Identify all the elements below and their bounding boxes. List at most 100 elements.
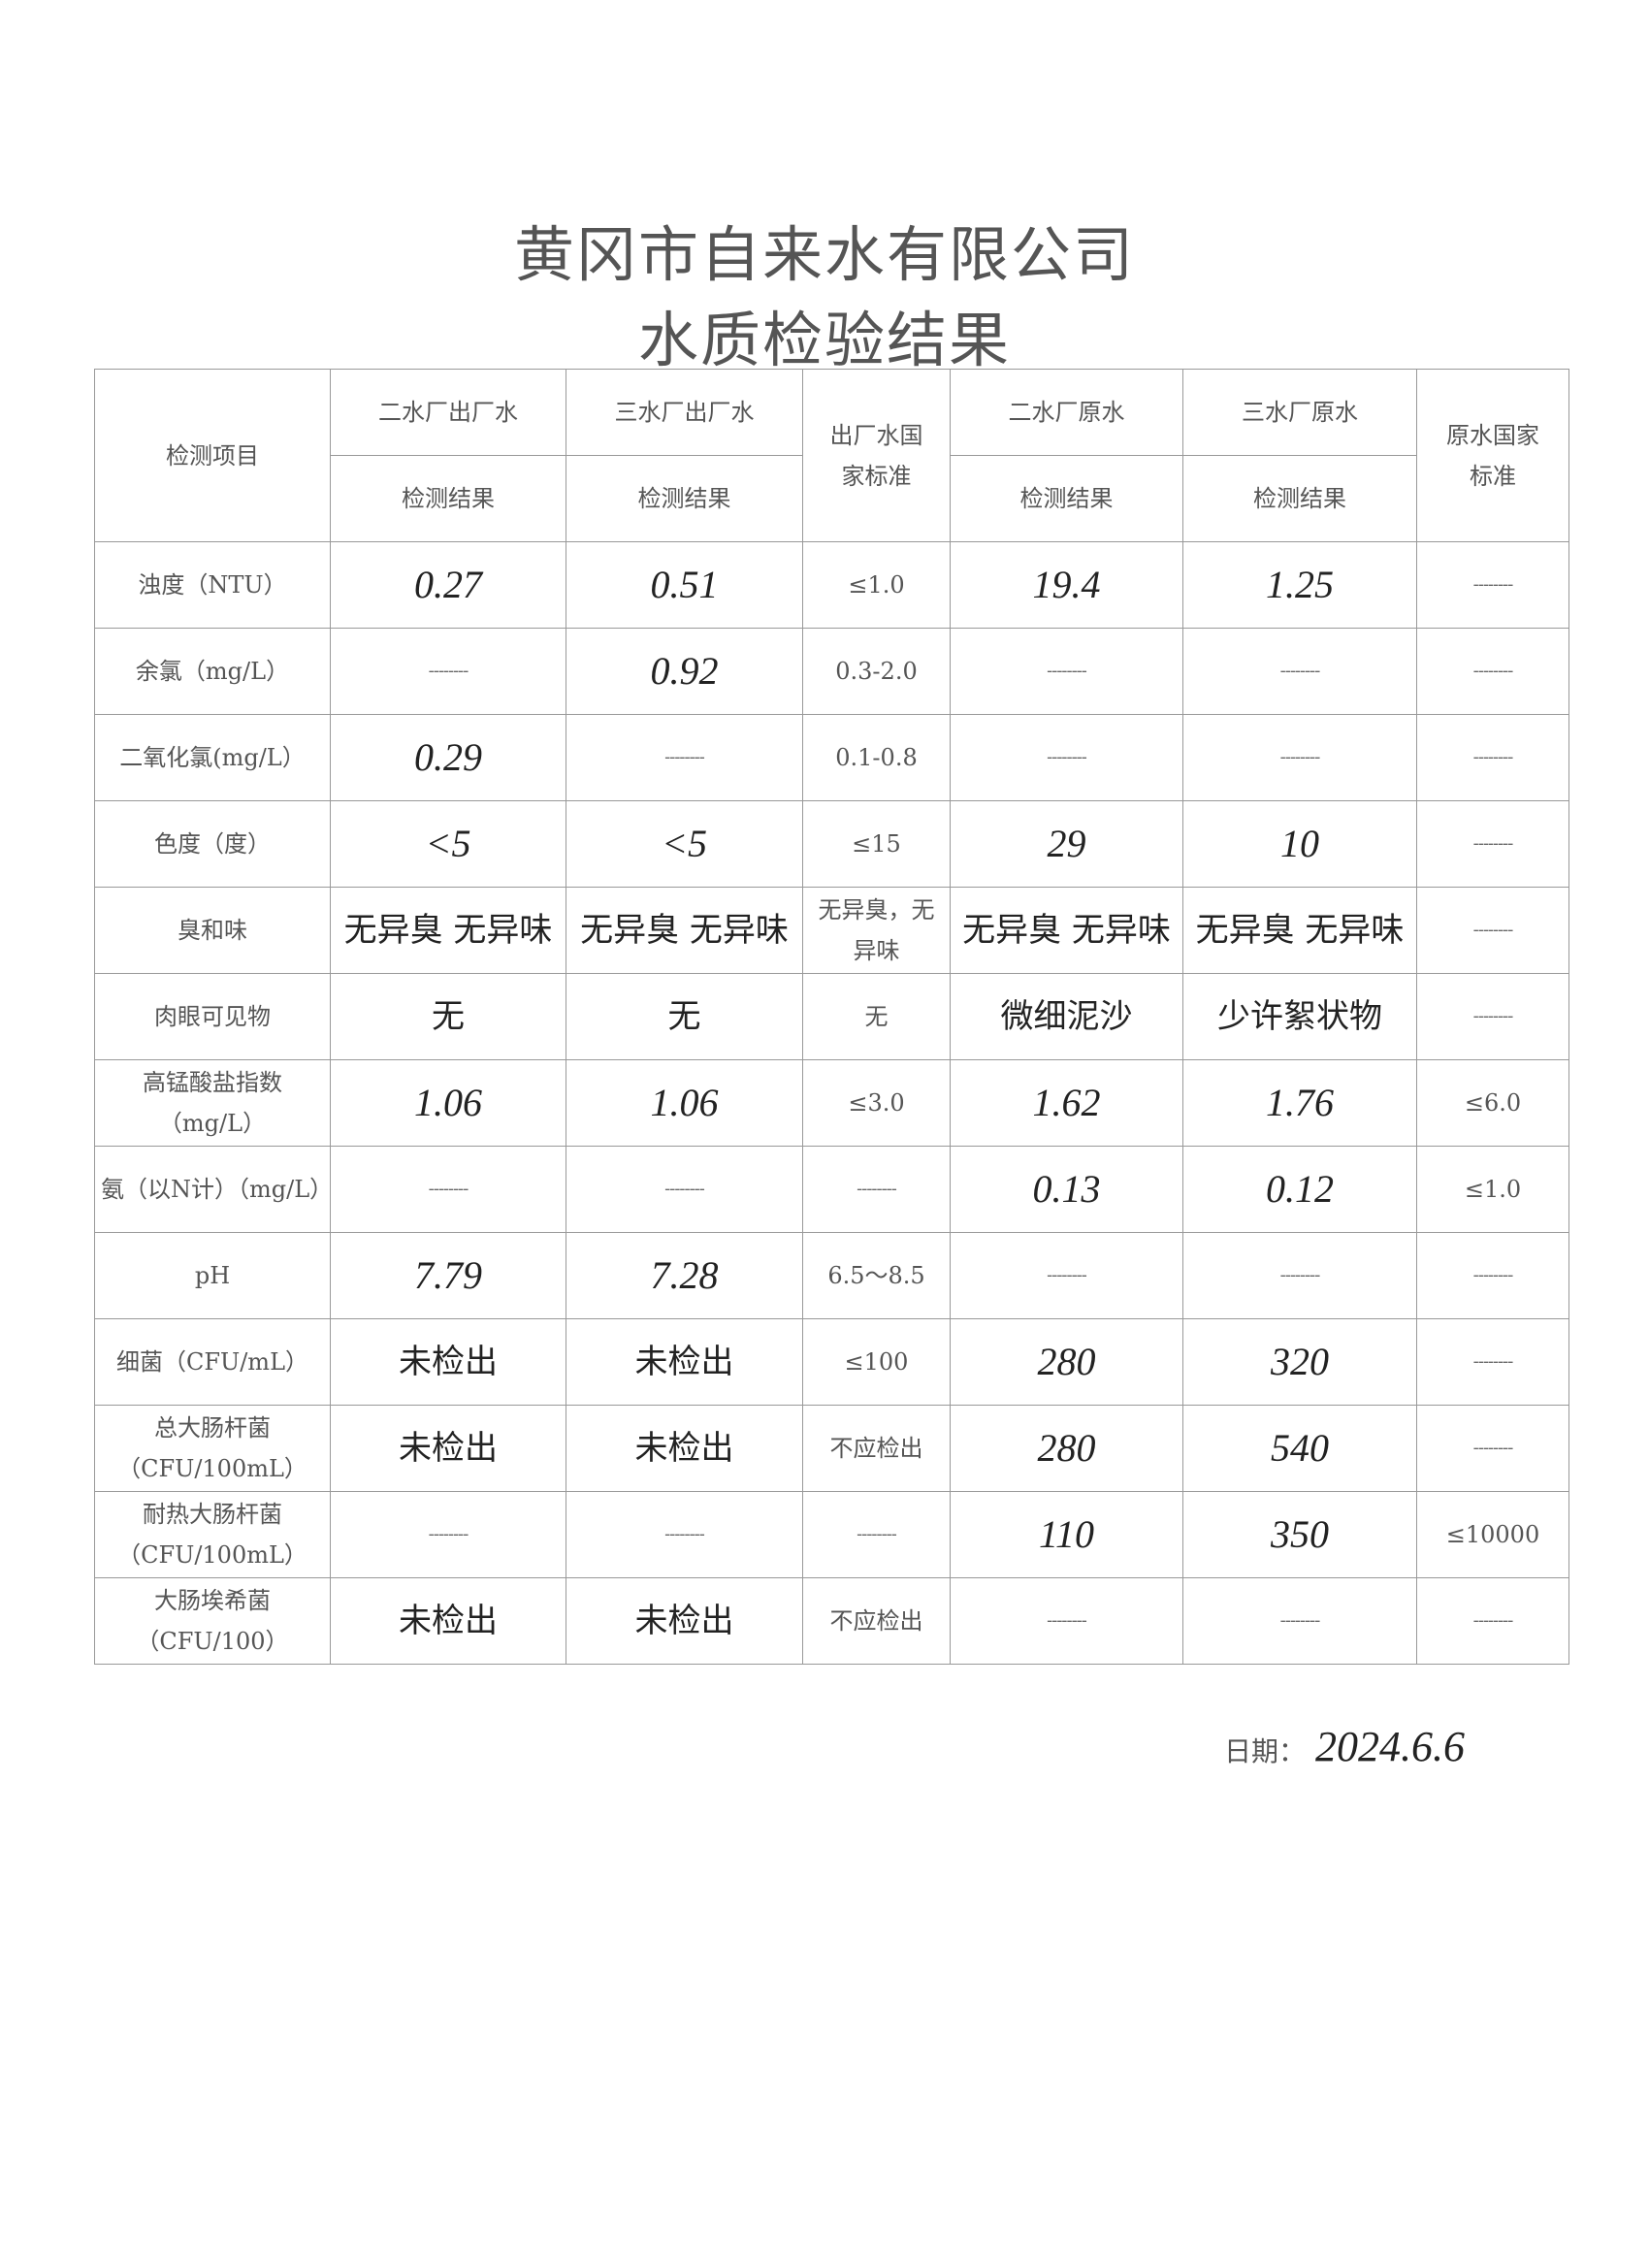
result-cell: 0.29 xyxy=(330,714,566,801)
standard-cell: -------- xyxy=(1416,973,1569,1060)
result-cell: 0.12 xyxy=(1182,1146,1417,1233)
row-item: 氨（以N计）（mg/L） xyxy=(94,1146,333,1233)
result-cell: 0.13 xyxy=(950,1146,1183,1233)
table-row: 氨（以N计）（mg/L） -------- -------- -------- 0.13… xyxy=(94,1146,1569,1233)
row-item: 二氧化氯(mg/L） xyxy=(94,714,331,801)
result-cell: -------- xyxy=(950,1577,1183,1665)
company-title: 黄冈市自来水有限公司 xyxy=(513,219,1135,290)
table-row: 臭和味 无异臭 无异味 无异臭 无异味 无异臭，无异味 无异臭 无异味 无异臭 无异味 --… xyxy=(94,887,1569,974)
date: 日期： 2024.6.6 xyxy=(1224,1722,1465,1771)
result-cell: -------- xyxy=(1182,714,1417,801)
standard-cell: -------- xyxy=(1416,1577,1569,1665)
row-item: 总大肠杆菌（CFU/100mL） xyxy=(94,1405,331,1492)
standard-cell: 0.1-0.8 xyxy=(802,714,951,801)
table-row: 高锰酸盐指数（mg/L） 1.06 1.06 ≤3.0 1.62 1.76 ≤6.0 xyxy=(94,1059,1569,1147)
standard-cell: 0.3-2.0 xyxy=(802,628,951,715)
result-cell: 320 xyxy=(1182,1318,1417,1406)
header-col1: 二水厂出厂水 xyxy=(330,369,566,456)
result-cell: <5 xyxy=(566,800,803,888)
table-row: 总大肠杆菌（CFU/100mL） 未检出 未检出 不应检出 280 540 -------- xyxy=(94,1405,1569,1492)
row-item: 大肠埃希菌（CFU/100） xyxy=(94,1577,331,1665)
table-row: 肉眼可见物无无无微细泥沙 少许絮状物 -------- xyxy=(94,973,1569,1060)
standard-cell: -------- xyxy=(1416,714,1569,801)
result-cell: 少许絮状物 xyxy=(1182,973,1417,1060)
standard-cell: -------- xyxy=(1416,541,1569,629)
result-cell: 无异臭 无异味 xyxy=(950,887,1183,974)
result-cell: 未检出 xyxy=(330,1405,566,1492)
standard-cell: -------- xyxy=(802,1491,951,1578)
table-row: 细菌（CFU/mL） 未检出 未检出 ≤100 280 320 -------- xyxy=(94,1318,1569,1406)
table-row: 余氯（mg/L） -------- 0.92 0.3-2.0 -------- -----… xyxy=(94,628,1569,715)
result-cell: 未检出 xyxy=(566,1405,803,1492)
row-item: 肉眼可见物 xyxy=(94,973,331,1060)
result-cell: 无 xyxy=(330,973,566,1060)
standard-cell: 不应检出 xyxy=(802,1577,951,1665)
result-cell: 无 xyxy=(566,973,803,1060)
result-cell: -------- xyxy=(566,1491,803,1578)
header-sub: 检测结果 xyxy=(330,455,566,542)
header-item: 检测项目 xyxy=(94,369,331,542)
header-col4: 二水厂原水 xyxy=(950,369,1183,456)
result-cell: 无异臭 无异味 xyxy=(566,887,803,974)
standard-cell: ≤6.0 xyxy=(1416,1059,1569,1147)
row-item: pH xyxy=(94,1232,331,1319)
report-title: 水质检验结果 xyxy=(637,305,1011,375)
date-value: 2024.6.6 xyxy=(1315,1723,1466,1770)
result-cell: -------- xyxy=(1182,1232,1417,1319)
result-cell: 微细泥沙 xyxy=(950,973,1183,1060)
result-cell: 1.62 xyxy=(950,1059,1183,1147)
result-cell: -------- xyxy=(950,1232,1183,1319)
standard-cell: -------- xyxy=(1416,1232,1569,1319)
result-cell: -------- xyxy=(330,628,566,715)
result-cell: 540 xyxy=(1182,1405,1417,1492)
result-cell: 29 xyxy=(950,800,1183,888)
standard-cell: ≤10000 xyxy=(1416,1491,1569,1578)
row-item: 耐热大肠杆菌（CFU/100mL） xyxy=(94,1491,331,1578)
result-cell: 280 xyxy=(950,1405,1183,1492)
result-cell: -------- xyxy=(330,1146,566,1233)
standard-cell: -------- xyxy=(1416,887,1569,974)
result-cell: 1.25 xyxy=(1182,541,1417,629)
standard-cell: -------- xyxy=(1416,800,1569,888)
result-cell: 19.4 xyxy=(950,541,1183,629)
result-cell: 110 xyxy=(950,1491,1183,1578)
header-col6: 原水国家标准 xyxy=(1416,369,1569,542)
result-cell: 未检出 xyxy=(566,1318,803,1406)
result-cell: -------- xyxy=(950,628,1183,715)
result-cell: 7.28 xyxy=(566,1232,803,1319)
header-col5: 三水厂原水 xyxy=(1182,369,1417,456)
row-item: 臭和味 xyxy=(94,887,331,974)
result-cell: 0.27 xyxy=(330,541,566,629)
result-cell: 无异臭 无异味 xyxy=(330,887,566,974)
standard-cell: -------- xyxy=(1416,1318,1569,1406)
table-row: pH 7.79 7.28 6.5～8.5 -------- -------- -------… xyxy=(94,1232,1569,1319)
header-sub: 检测结果 xyxy=(566,455,803,542)
result-cell: -------- xyxy=(566,714,803,801)
result-cell: -------- xyxy=(330,1491,566,1578)
result-cell: 无异臭 无异味 xyxy=(1182,887,1417,974)
standard-cell: 无 xyxy=(802,973,951,1060)
result-cell: 350 xyxy=(1182,1491,1417,1578)
table-row: 色度（度） <5 <5 ≤15 29 10 -------- xyxy=(94,800,1569,888)
row-item: 浊度（NTU） xyxy=(94,541,331,629)
date-label: 日期： xyxy=(1224,1735,1307,1767)
result-cell: -------- xyxy=(566,1146,803,1233)
result-cell: 0.92 xyxy=(566,628,803,715)
standard-cell: ≤1.0 xyxy=(802,541,951,629)
standard-cell: -------- xyxy=(1416,628,1569,715)
header-sub: 检测结果 xyxy=(1182,455,1417,542)
result-cell: 未检出 xyxy=(566,1577,803,1665)
header-sub: 检测结果 xyxy=(950,455,1183,542)
row-item: 细菌（CFU/mL） xyxy=(94,1318,331,1406)
standard-cell: 不应检出 xyxy=(802,1405,951,1492)
table-row: 浊度（NTU） 0.27 0.51 ≤1.0 19.4 1.25 -------- xyxy=(94,541,1569,629)
table-row: 耐热大肠杆菌（CFU/100mL） -------- -------- -------… xyxy=(94,1491,1569,1578)
result-cell: 未检出 xyxy=(330,1318,566,1406)
result-cell: 未检出 xyxy=(330,1577,566,1665)
result-cell: 1.76 xyxy=(1182,1059,1417,1147)
table-row: 二氧化氯(mg/L） 0.29 -------- 0.1-0.8 -------- ---… xyxy=(94,714,1569,801)
standard-cell: -------- xyxy=(1416,1405,1569,1492)
row-item: 余氯（mg/L） xyxy=(94,628,331,715)
table-row: 大肠埃希菌（CFU/100） 未检出 未检出 不应检出 -------- --------… xyxy=(94,1577,1569,1665)
standard-cell: -------- xyxy=(802,1146,951,1233)
